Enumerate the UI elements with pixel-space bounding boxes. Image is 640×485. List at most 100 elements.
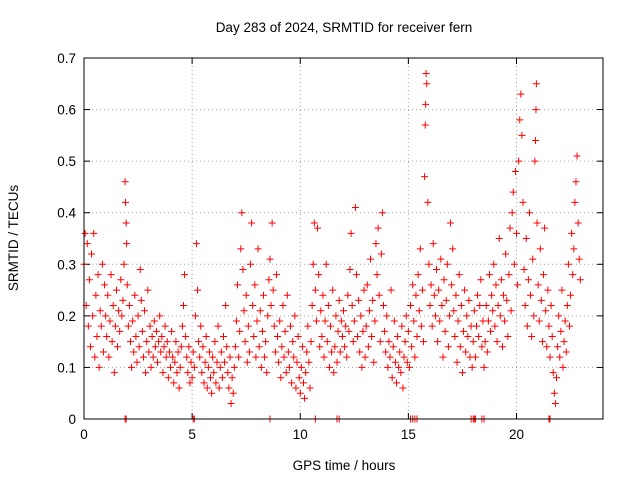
x-tick-label: 10	[293, 427, 308, 442]
data-point	[511, 167, 519, 175]
data-point	[425, 260, 433, 268]
data-point	[414, 271, 422, 279]
data-point	[287, 322, 295, 330]
data-point	[251, 281, 259, 289]
data-point	[288, 379, 296, 387]
data-point	[387, 286, 395, 294]
data-point	[173, 369, 181, 377]
data-point	[148, 332, 156, 340]
data-point	[122, 219, 130, 227]
data-point	[157, 348, 165, 356]
y-tick-label: 0.4	[57, 206, 76, 221]
data-point	[265, 276, 273, 284]
data-point	[538, 338, 546, 346]
data-point	[279, 302, 287, 310]
data-point	[229, 389, 237, 397]
data-point	[203, 384, 211, 392]
data-point	[244, 322, 252, 330]
data-point	[198, 369, 206, 377]
data-point	[271, 348, 279, 356]
data-point	[299, 379, 307, 387]
data-point	[465, 296, 473, 304]
data-point	[212, 379, 220, 387]
data-point	[281, 327, 289, 335]
data-point	[311, 286, 319, 294]
data-point	[190, 363, 198, 371]
data-point	[187, 358, 195, 366]
data-point	[171, 358, 179, 366]
data-point	[213, 358, 221, 366]
data-point	[90, 229, 98, 237]
data-point	[356, 348, 364, 356]
data-point	[343, 353, 351, 361]
x-axis-label: GPS time / hours	[293, 458, 396, 473]
data-point	[247, 260, 255, 268]
data-point	[332, 312, 340, 320]
data-point	[269, 286, 277, 294]
data-point	[234, 281, 242, 289]
data-point	[470, 307, 478, 315]
data-point	[267, 302, 275, 310]
data-point	[519, 198, 527, 206]
data-point	[520, 265, 528, 273]
data-point	[369, 296, 377, 304]
data-point	[325, 363, 333, 371]
data-point	[235, 353, 243, 361]
data-point	[199, 343, 207, 351]
data-point	[535, 317, 543, 325]
y-tick-label: 0.5	[57, 154, 76, 169]
y-tick-label: 0.6	[57, 103, 76, 118]
data-point	[156, 312, 164, 320]
data-point	[572, 178, 580, 186]
data-point	[283, 291, 291, 299]
data-point	[224, 369, 232, 377]
data-point	[408, 343, 416, 351]
data-point	[305, 358, 313, 366]
data-point	[217, 348, 225, 356]
data-point	[99, 348, 107, 356]
data-point	[357, 312, 365, 320]
data-point	[108, 338, 116, 346]
data-point	[386, 353, 394, 361]
data-point	[96, 307, 104, 315]
data-point	[152, 327, 160, 335]
data-point	[314, 224, 322, 232]
data-point	[320, 353, 328, 361]
data-point	[274, 332, 282, 340]
data-point	[196, 353, 204, 361]
data-point	[340, 307, 347, 315]
data-point	[402, 312, 410, 320]
data-point	[223, 343, 231, 351]
data-point	[395, 363, 403, 371]
data-point	[158, 332, 166, 340]
data-point	[253, 317, 261, 325]
data-point	[189, 348, 197, 356]
data-point	[403, 358, 411, 366]
data-point	[219, 332, 227, 340]
data-point	[438, 302, 446, 310]
data-point	[461, 286, 469, 294]
data-point	[558, 286, 566, 294]
data-point	[476, 302, 484, 310]
data-point	[285, 363, 293, 371]
data-point	[453, 358, 461, 366]
data-point	[290, 353, 298, 361]
data-point	[221, 358, 229, 366]
data-point	[495, 235, 503, 242]
data-point	[410, 317, 418, 325]
data-point	[126, 338, 134, 346]
data-point	[437, 255, 445, 263]
data-point	[488, 291, 496, 299]
data-point	[503, 296, 511, 304]
data-point	[257, 363, 265, 371]
data-point	[149, 353, 157, 361]
data-point	[107, 271, 115, 279]
data-point	[468, 363, 476, 371]
data-point	[276, 317, 284, 325]
data-point	[114, 343, 122, 351]
data-point	[523, 322, 531, 330]
data-point	[544, 286, 552, 294]
data-point	[188, 374, 196, 382]
data-point	[94, 271, 102, 279]
data-point	[249, 302, 257, 310]
